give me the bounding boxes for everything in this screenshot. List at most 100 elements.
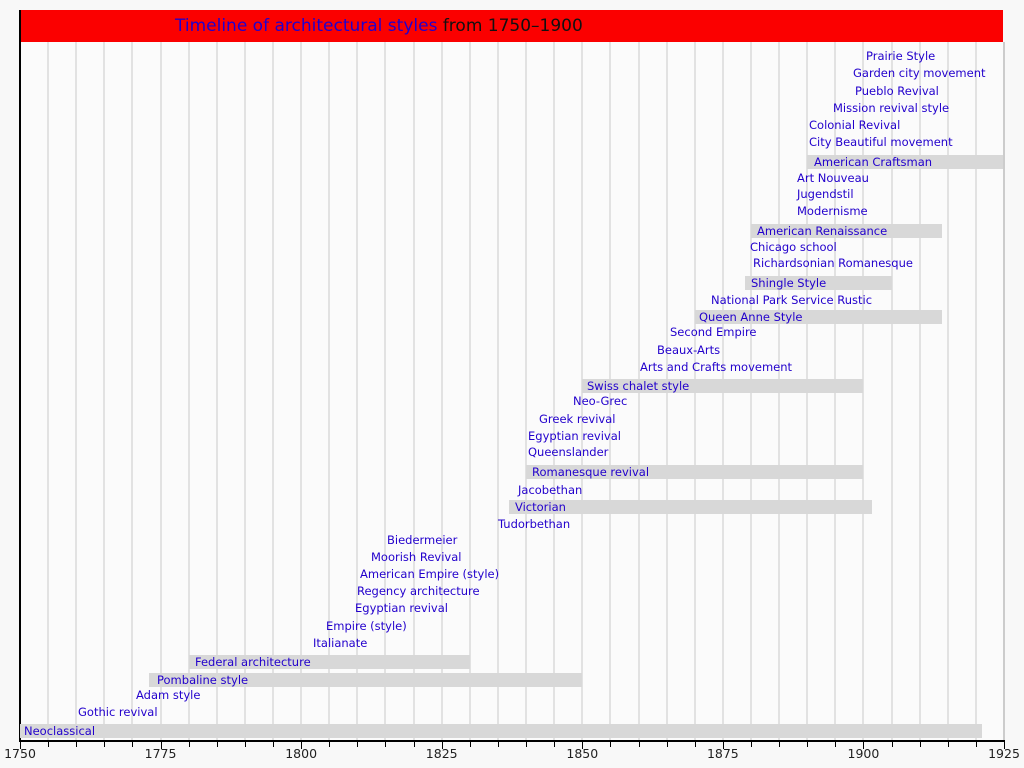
style-label[interactable]: American Craftsman xyxy=(814,155,933,169)
style-label[interactable]: Neoclassical xyxy=(24,724,96,738)
axis-tick xyxy=(807,742,809,747)
axis-tick xyxy=(20,742,21,749)
style-bar xyxy=(149,673,583,687)
gridline xyxy=(946,42,949,740)
style-label[interactable]: Neo-Grec xyxy=(573,394,628,408)
axis-tick xyxy=(76,742,78,747)
gridline xyxy=(412,42,415,740)
style-bar xyxy=(582,379,864,393)
axis-tick xyxy=(554,742,556,747)
style-bar xyxy=(526,465,864,479)
axis-tick xyxy=(216,742,218,747)
style-label[interactable]: Richardsonian Romanesque xyxy=(753,256,913,270)
title-link[interactable]: Timeline of architectural styles xyxy=(175,16,438,36)
plot-border-right xyxy=(1003,42,1005,740)
axis-tick xyxy=(526,742,528,747)
style-label[interactable]: Jugendstil xyxy=(797,187,854,201)
style-label[interactable]: Federal architecture xyxy=(195,655,311,669)
style-label[interactable]: Colonial Revival xyxy=(809,118,901,132)
style-label[interactable]: Romanesque revival xyxy=(532,465,650,479)
axis-tick xyxy=(835,742,837,747)
axis-tick xyxy=(104,742,106,747)
timeline-title-bar: Timeline of architectural styles from 17… xyxy=(21,10,1003,42)
style-label[interactable]: National Park Service Rustic xyxy=(711,293,873,307)
style-label[interactable]: Queenslander xyxy=(528,445,609,459)
style-label[interactable]: Beaux-Arts xyxy=(657,343,721,357)
axis-tick xyxy=(863,742,865,749)
axis-tick-label: 1850 xyxy=(566,746,599,761)
style-label[interactable]: Adam style xyxy=(136,688,201,702)
axis-tick xyxy=(1004,742,1005,749)
style-bar xyxy=(694,310,943,324)
axis-tick xyxy=(722,742,724,749)
style-label[interactable]: Queen Anne Style xyxy=(699,310,803,324)
axis-tick-label: 1775 xyxy=(144,746,177,761)
style-label[interactable]: Prairie Style xyxy=(866,49,936,63)
axis-tick-label: 1925 xyxy=(988,746,1020,761)
axis-tick xyxy=(975,742,977,747)
style-label[interactable]: Mission revival style xyxy=(833,101,950,115)
gridline xyxy=(328,42,331,740)
gridline xyxy=(468,42,471,740)
style-label[interactable]: City Beautiful movement xyxy=(809,135,953,149)
style-label[interactable]: Jacobethan xyxy=(518,483,583,497)
style-label[interactable]: Regency architecture xyxy=(357,584,480,598)
axis-tick xyxy=(610,742,612,747)
style-label[interactable]: Empire (style) xyxy=(326,619,407,633)
style-label[interactable]: Art Nouveau xyxy=(797,171,869,185)
style-label[interactable]: Biedermeier xyxy=(387,533,458,547)
style-label[interactable]: Garden city movement xyxy=(853,66,986,80)
style-label[interactable]: Victorian xyxy=(515,500,566,514)
style-label[interactable]: Arts and Crafts movement xyxy=(640,360,793,374)
gridline xyxy=(75,42,78,740)
style-bar xyxy=(750,224,943,238)
axis-tick xyxy=(160,742,162,749)
axis-tick-label: 1750 xyxy=(4,746,36,761)
gridline xyxy=(215,42,218,740)
style-label[interactable]: Greek revival xyxy=(539,412,616,426)
style-bar xyxy=(745,276,892,290)
style-label[interactable]: American Renaissance xyxy=(757,224,888,238)
style-bar xyxy=(20,724,982,738)
axis-tick-label: 1875 xyxy=(706,746,739,761)
axis-tick xyxy=(582,742,584,749)
gridline xyxy=(496,42,499,740)
style-label[interactable]: Pombaline style xyxy=(157,673,249,687)
style-label[interactable]: Egyptian revival xyxy=(528,429,621,443)
axis-tick xyxy=(694,742,696,747)
axis-tick xyxy=(413,742,415,747)
page-title: Timeline of architectural styles from 17… xyxy=(175,10,583,42)
style-label[interactable]: Egyptian revival xyxy=(355,601,448,615)
axis-tick xyxy=(48,742,50,747)
style-label[interactable]: American Empire (style) xyxy=(360,567,500,581)
axis-tick xyxy=(666,742,668,747)
style-label[interactable]: Second Empire xyxy=(670,325,757,339)
axis-tick-label: 1800 xyxy=(285,746,318,761)
style-label[interactable]: Tudorbethan xyxy=(498,517,571,531)
plot-border-left xyxy=(19,10,21,742)
style-label[interactable]: Swiss chalet style xyxy=(587,379,690,393)
axis-tick-label: 1900 xyxy=(847,746,880,761)
style-label[interactable]: Shingle Style xyxy=(751,276,827,290)
gridline xyxy=(974,42,977,740)
style-label[interactable]: Modernisme xyxy=(797,204,868,218)
gridline xyxy=(525,42,528,740)
axis-tick xyxy=(750,742,752,747)
style-label[interactable]: Gothic revival xyxy=(78,705,158,719)
axis-tick xyxy=(891,742,893,747)
style-label[interactable]: Moorish Revival xyxy=(371,550,462,564)
gridline xyxy=(272,42,275,740)
gridline xyxy=(131,42,134,740)
axis-tick xyxy=(188,742,190,747)
axis-tick xyxy=(919,742,921,747)
axis-tick xyxy=(273,742,275,747)
gridline xyxy=(918,42,921,740)
axis-tick xyxy=(441,742,443,749)
title-suffix: from 1750–1900 xyxy=(437,16,583,36)
style-label[interactable]: Italianate xyxy=(313,636,368,650)
style-label[interactable]: Pueblo Revival xyxy=(855,84,939,98)
axis-tick xyxy=(497,742,499,747)
style-label[interactable]: Chicago school xyxy=(750,240,837,254)
axis-tick xyxy=(329,742,331,747)
style-bar xyxy=(807,155,1003,169)
